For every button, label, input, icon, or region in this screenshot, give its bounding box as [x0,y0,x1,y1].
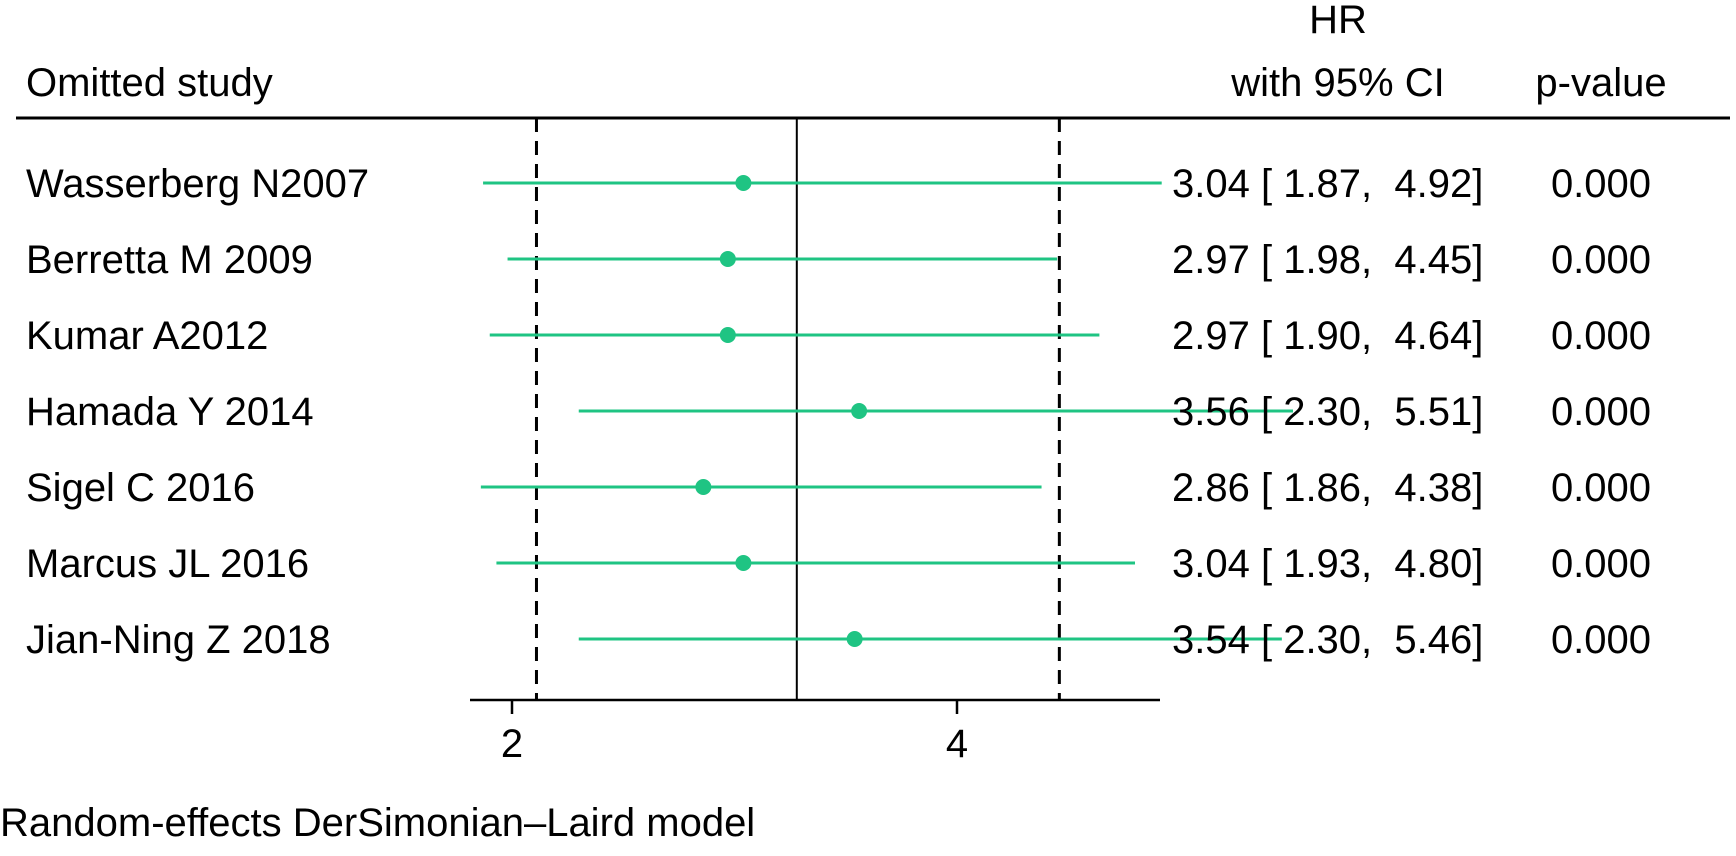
hr-point [851,403,868,419]
hr-ci-value: 3.04 [ 1.93, 4.80] [1172,542,1483,586]
hr-point [719,327,736,343]
study-name: Jian-Ning Z 2018 [26,618,331,662]
study-name: Sigel C 2016 [26,466,255,510]
p-value: 0.000 [1551,390,1651,434]
header-hr-label: HR [1309,0,1367,42]
study-row: Wasserberg N2007 3.04 [ 1.87, 4.92] 0.000 [26,162,1651,206]
header-p-label: p-value [1535,61,1666,105]
study-row: Sigel C 2016 2.86 [ 1.86, 4.38] 0.000 [26,466,1651,510]
study-name: Berretta M 2009 [26,238,313,282]
hr-point [846,631,863,647]
header-ci-label: with 95% CI [1230,61,1444,105]
hr-ci-value: 3.04 [ 1.87, 4.92] [1172,162,1483,206]
hr-point [695,479,712,495]
p-value: 0.000 [1551,162,1651,206]
p-value: 0.000 [1551,618,1651,662]
study-row: Berretta M 2009 2.97 [ 1.98, 4.45] 0.000 [26,238,1651,282]
x-tick-label: 4 [946,722,968,766]
study-row: Jian-Ning Z 2018 3.54 [ 2.30, 5.46] 0.000 [26,618,1651,662]
hr-ci-value: 2.97 [ 1.98, 4.45] [1172,238,1483,282]
p-value: 0.000 [1551,238,1651,282]
hr-ci-value: 3.54 [ 2.30, 5.46] [1172,618,1483,662]
p-value: 0.000 [1551,542,1651,586]
hr-ci-value: 3.56 [ 2.30, 5.51] [1172,390,1483,434]
hr-point [735,555,752,571]
x-tick-label: 2 [501,722,523,766]
hr-ci-value: 2.86 [ 1.86, 4.38] [1172,466,1483,510]
study-name: Marcus JL 2016 [26,542,309,586]
p-value: 0.000 [1551,466,1651,510]
hr-ci-value: 2.97 [ 1.90, 4.64] [1172,314,1483,358]
study-row: Marcus JL 2016 3.04 [ 1.93, 4.80] 0.000 [26,542,1651,586]
header-study-label: Omitted study [26,61,273,105]
study-name: Hamada Y 2014 [26,390,314,434]
study-name: Wasserberg N2007 [26,162,369,206]
study-row: Hamada Y 2014 3.56 [ 2.30, 5.51] 0.000 [26,390,1651,434]
study-row: Kumar A2012 2.97 [ 1.90, 4.64] 0.000 [26,314,1651,358]
hr-point [719,251,736,267]
hr-point [735,175,752,191]
study-rows: Wasserberg N2007 3.04 [ 1.87, 4.92] 0.000B… [26,162,1651,662]
p-value: 0.000 [1551,314,1651,358]
model-note: Random-effects DerSimonian–Laird model [0,801,755,845]
study-name: Kumar A2012 [26,314,268,358]
